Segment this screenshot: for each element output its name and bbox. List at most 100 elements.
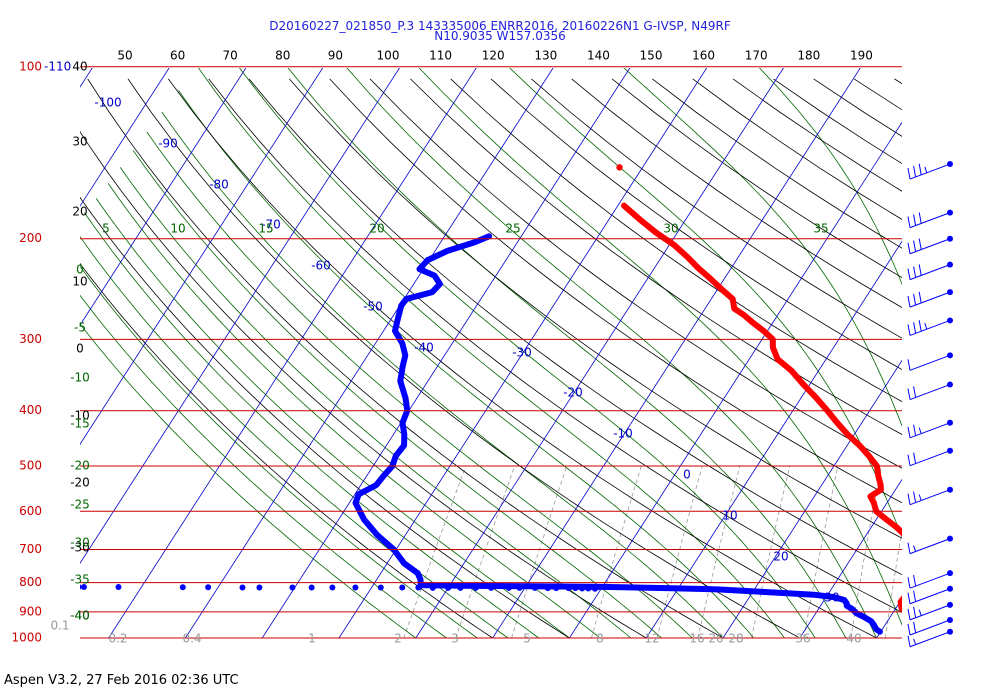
wind-barb-feather — [907, 324, 911, 336]
dewpoint-point — [115, 583, 122, 590]
theta-e-left-label: -30 — [70, 536, 90, 550]
isotherm-line — [80, 68, 247, 326]
dewpoint-point — [516, 584, 523, 591]
wind-barb-feather — [907, 296, 911, 308]
dry-adiabat-line — [410, 78, 902, 435]
dewpoint-point — [544, 585, 551, 592]
wind-barb-staff — [909, 212, 951, 229]
dewpoint-point — [256, 584, 263, 591]
isotherm-label: -20 — [563, 386, 583, 400]
wind-barb-staff — [909, 163, 951, 180]
theta-e-left-label: -15 — [70, 417, 90, 431]
wind-barb-feather — [907, 608, 911, 620]
dewpoint-point — [352, 584, 359, 591]
top-scale-tick-label: 70 — [223, 49, 238, 63]
wind-barb-feather — [907, 167, 911, 180]
mixing-ratio-line — [913, 466, 939, 638]
mixing-ratio-label: 40 — [846, 632, 861, 646]
dewpoint-point — [377, 584, 384, 591]
isotherm-line — [722, 359, 902, 638]
wind-barb-feather — [907, 268, 911, 280]
wind-barb-feather — [907, 216, 911, 228]
top-scale-tick-label: 170 — [745, 49, 768, 63]
moist-adiabat-line — [178, 90, 755, 638]
dry-adiabat-line — [692, 78, 902, 220]
dewpoint-point — [415, 584, 422, 591]
wind-barb-feather — [918, 494, 922, 501]
top-scale-tick-label: 50 — [117, 49, 132, 63]
wind-barb-feather — [918, 609, 922, 616]
dry-adiabat-line — [732, 78, 902, 192]
isotherm-label: 0 — [683, 468, 691, 482]
sounding-profiles — [80, 164, 902, 635]
dewpoint-point — [579, 585, 586, 592]
wind-barb-feather — [918, 212, 922, 224]
mixing-ratio-label: 12 — [644, 632, 659, 646]
isotherm-label: -50 — [363, 300, 383, 314]
mixing-ratio-line — [656, 465, 703, 638]
top-scale-tick-label: 180 — [797, 49, 820, 63]
wind-barb — [907, 381, 953, 401]
wind-barb-feather — [913, 322, 917, 334]
dewpoint-point — [80, 584, 82, 590]
wind-barb-feather — [918, 264, 922, 276]
isotherm-line — [80, 68, 170, 207]
mixing-ratio-line — [697, 466, 741, 638]
height-label: -10 — [70, 409, 90, 423]
moist-adiabat-line — [509, 68, 902, 539]
moist-adiabat-line — [346, 68, 877, 638]
mixing-ratio-line — [403, 465, 467, 638]
dewpoint-point — [429, 584, 436, 591]
theta-e-label: 30 — [663, 222, 678, 236]
isotherm-label: 30 — [824, 591, 839, 605]
top-scale-tick-label: 140 — [587, 49, 610, 63]
isotherm-line — [80, 68, 324, 445]
wind-barb-staff — [909, 572, 951, 589]
pressure-tick-label: 400 — [19, 403, 42, 417]
mixing-ratio-line — [751, 466, 791, 638]
dewpoint-point — [565, 585, 572, 592]
wind-barb-feather — [907, 454, 911, 466]
top-scale-tick-label: 100 — [377, 49, 400, 63]
theta-e-left-label: -40 — [70, 609, 90, 623]
pressure-tick-label: 800 — [19, 575, 42, 589]
isotherm-label: 10 — [722, 509, 737, 523]
temperature-profile-line — [621, 202, 902, 613]
dewpoint-point — [488, 584, 495, 591]
dewpoint-point — [80, 583, 87, 590]
top-scale-tick-label: 60 — [170, 49, 185, 63]
wind-barb-staff — [909, 604, 951, 621]
dry-adiabat-line — [531, 78, 902, 339]
dewpoint-point — [472, 584, 479, 591]
isotherm-label: 20 — [773, 550, 788, 564]
dewpoint-profile-line — [352, 233, 883, 635]
theta-e-label: 25 — [505, 222, 520, 236]
moist-adiabat-line — [161, 111, 724, 638]
dry-adiabat-line — [80, 196, 571, 638]
wind-barb-feather — [913, 491, 917, 503]
wind-barb-staff — [909, 384, 951, 401]
dewpoint-point — [239, 584, 246, 591]
wind-barb-feather — [907, 359, 911, 371]
isotherm-label: -70 — [261, 218, 281, 232]
pressure-tick-label: 1000 — [11, 631, 42, 645]
wind-barb-staff — [909, 538, 951, 555]
wind-barb-staff — [909, 238, 951, 255]
isotherm-line — [261, 68, 631, 638]
footer-text: Aspen V3.2, 27 Feb 2016 02:36 UTC — [4, 673, 239, 688]
moist-adiabat-line — [80, 323, 417, 638]
wind-barb-feather — [918, 163, 922, 175]
background-grid — [80, 68, 939, 638]
wind-barb — [907, 628, 953, 648]
dry-adiabat-line — [369, 78, 902, 469]
wind-barb — [907, 585, 953, 605]
wind-barb-feather — [918, 238, 922, 250]
isotherm-label: -90 — [158, 137, 178, 151]
wind-barb-feather — [913, 545, 917, 552]
dry-adiabat-line — [167, 78, 878, 638]
pressure-tick-label: 200 — [19, 231, 42, 245]
chart-title-line1: D20160227_021850_P.3 143335006 ENRR2016,… — [269, 19, 731, 33]
height-label: -30 — [70, 541, 90, 555]
temperature-outlier-point — [616, 164, 623, 171]
